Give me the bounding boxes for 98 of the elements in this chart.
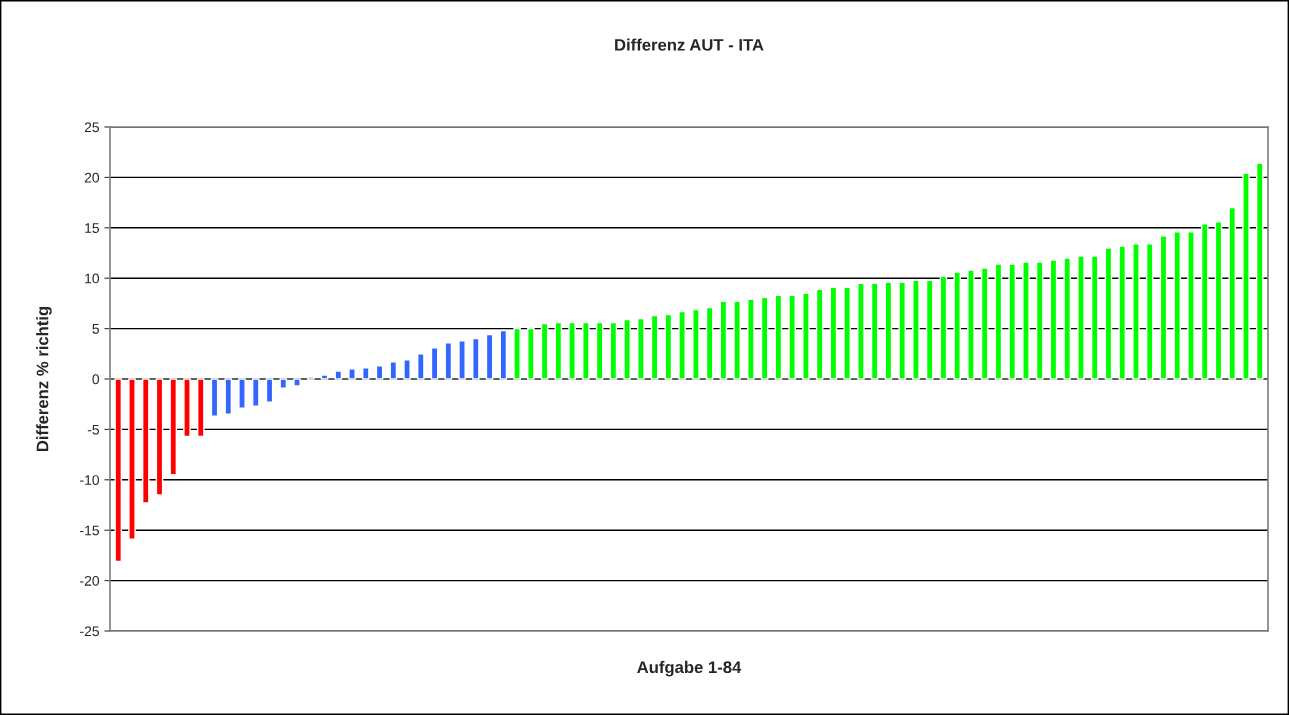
bar <box>375 365 384 380</box>
bar <box>692 308 700 380</box>
bar <box>513 327 521 380</box>
y-tick-label: 10 <box>85 273 100 284</box>
bar <box>733 300 741 380</box>
y-tick-label: -25 <box>80 626 99 637</box>
bar <box>912 279 920 380</box>
bar <box>279 378 288 389</box>
bar <box>307 376 315 380</box>
bar <box>815 288 824 380</box>
bar <box>1035 261 1044 380</box>
bar <box>609 321 618 380</box>
bar <box>1187 231 1195 380</box>
bar <box>994 263 1003 380</box>
bar <box>499 329 508 380</box>
bar <box>417 353 425 380</box>
bar <box>953 271 961 380</box>
bar <box>265 378 274 403</box>
bar <box>760 296 769 380</box>
bar <box>650 314 659 380</box>
bar <box>527 327 535 380</box>
bar <box>472 337 480 380</box>
bar <box>224 378 233 415</box>
bar <box>595 321 604 380</box>
bar <box>334 370 343 380</box>
x-axis-title: Aufgabe 1-84 <box>637 660 742 677</box>
bar <box>196 378 205 438</box>
bar <box>458 340 466 380</box>
bar <box>568 321 576 380</box>
bar <box>114 378 123 563</box>
bar <box>980 267 989 380</box>
bar <box>238 378 246 409</box>
bar <box>1242 172 1250 380</box>
bar <box>788 294 796 380</box>
bar <box>1008 263 1016 380</box>
bar <box>939 275 948 380</box>
bar <box>128 378 136 540</box>
bar <box>623 318 631 380</box>
bar <box>403 359 411 380</box>
bar <box>1159 235 1168 380</box>
bar <box>1022 261 1030 380</box>
y-tick-label: 25 <box>84 122 99 133</box>
y-tick-label: -15 <box>80 525 99 536</box>
bar <box>967 269 975 380</box>
bar <box>155 378 164 496</box>
bar <box>664 313 673 380</box>
bar <box>293 378 301 387</box>
chart-title: Differenz AUT - ITA <box>615 38 764 51</box>
y-tick-label: 20 <box>84 172 100 183</box>
bar <box>747 298 755 380</box>
y-tick-label: 5 <box>92 324 99 334</box>
bar <box>251 378 260 407</box>
bar <box>870 282 879 380</box>
bar <box>1255 162 1264 380</box>
bar <box>210 378 219 417</box>
bar <box>1200 223 1209 380</box>
bar <box>554 321 563 380</box>
bar <box>1090 255 1099 380</box>
y-tick-label: -10 <box>80 475 100 485</box>
bar <box>430 347 439 380</box>
bar <box>925 279 934 380</box>
bar <box>389 361 398 380</box>
bar <box>1049 259 1058 380</box>
bar <box>843 286 851 380</box>
bar <box>1104 247 1113 380</box>
bar <box>802 292 810 380</box>
y-tick-label: 15 <box>85 223 99 233</box>
bar <box>1077 255 1085 380</box>
bar <box>582 321 590 380</box>
y-axis-title: Differenz % richtig <box>36 306 52 452</box>
bar <box>183 378 191 438</box>
bar <box>1118 245 1127 380</box>
bar <box>169 378 178 476</box>
bar <box>362 367 370 380</box>
bar <box>485 333 494 380</box>
bar <box>1228 206 1237 380</box>
y-tick-label: -5 <box>87 424 99 435</box>
bar <box>719 300 728 380</box>
bar <box>705 306 714 380</box>
y-tick-label: -20 <box>80 575 100 586</box>
bar <box>348 368 356 380</box>
bar <box>1214 221 1223 380</box>
y-tick-label: 0 <box>92 374 100 385</box>
bar <box>678 310 686 380</box>
bar <box>774 294 783 380</box>
bar <box>857 282 865 380</box>
bar <box>898 281 906 380</box>
bar <box>141 378 150 504</box>
bar <box>320 374 329 380</box>
bar <box>444 342 453 380</box>
bar <box>1145 243 1154 380</box>
bar <box>1173 231 1182 380</box>
bar <box>884 281 893 380</box>
bar <box>829 286 838 380</box>
bar <box>637 317 645 380</box>
bar <box>1132 243 1140 380</box>
bar <box>540 322 549 380</box>
bar <box>1063 257 1071 380</box>
